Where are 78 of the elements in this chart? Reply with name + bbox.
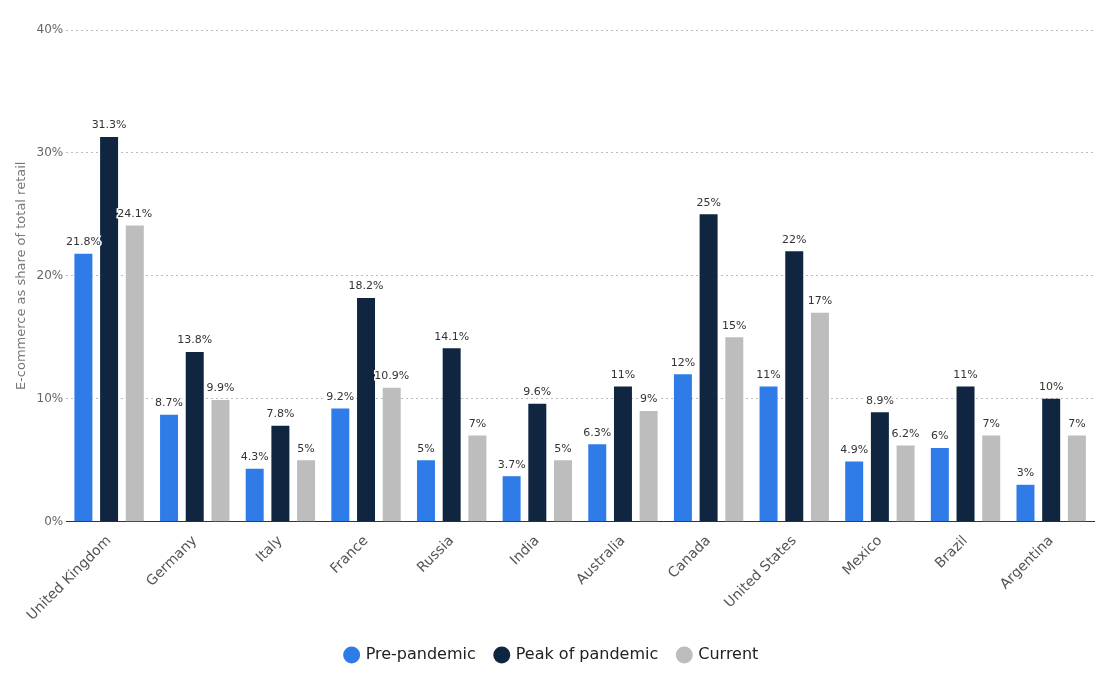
bar <box>588 444 607 522</box>
bar <box>271 425 290 522</box>
bar <box>639 411 658 522</box>
y-tick-label: 0% <box>44 513 64 528</box>
bar <box>870 412 889 522</box>
data-label: 7% <box>982 416 1000 430</box>
data-label: 7.8% <box>266 407 295 421</box>
bar <box>699 214 718 522</box>
bar <box>331 408 350 522</box>
bar <box>74 253 93 522</box>
bar <box>982 435 1001 522</box>
data-label: 4.9% <box>840 442 869 456</box>
bar <box>759 386 778 522</box>
bar <box>297 460 316 522</box>
bar <box>896 445 915 522</box>
bar <box>125 225 144 522</box>
data-label: 10% <box>1038 380 1064 394</box>
data-label: 9.2% <box>326 389 355 403</box>
y-tick-label: 30% <box>36 145 64 160</box>
data-label: 13.8% <box>177 333 213 347</box>
bar <box>502 476 521 522</box>
data-label: 17% <box>807 294 833 308</box>
legend-label: Current <box>698 644 759 664</box>
data-label: 5% <box>297 441 315 455</box>
bar <box>673 374 692 522</box>
y-axis-title: E-commerce as share of total retail <box>13 161 29 391</box>
data-label: 11% <box>953 367 978 381</box>
bar <box>1016 484 1035 522</box>
data-label: 15% <box>722 318 747 332</box>
data-label: 7% <box>468 416 487 430</box>
data-label: 8.9% <box>865 393 894 407</box>
bar <box>160 414 179 522</box>
data-label: 6.2% <box>891 426 920 440</box>
y-tick-label: 20% <box>36 267 64 282</box>
bar <box>416 460 435 522</box>
legend-label: Pre-pandemic <box>365 644 476 664</box>
data-label: 3.7% <box>497 457 526 471</box>
bar <box>357 297 376 522</box>
data-label: 24.1% <box>117 206 153 220</box>
data-label: 5% <box>554 441 572 455</box>
bar <box>442 348 461 522</box>
data-label: 25% <box>696 195 721 209</box>
y-tick-label: 10% <box>36 390 64 405</box>
data-label: 11% <box>756 367 781 381</box>
bar <box>1067 435 1086 522</box>
bar <box>930 447 949 522</box>
bar <box>810 312 829 522</box>
data-label: 31.3% <box>91 118 127 132</box>
bar <box>845 461 864 522</box>
legend-label: Peak of pandemic <box>515 644 659 664</box>
data-label: 7% <box>1068 416 1086 430</box>
bar <box>528 403 547 522</box>
data-label: 6.3% <box>583 425 612 439</box>
data-label: 9.9% <box>206 381 235 395</box>
bar <box>956 386 975 522</box>
data-label: 12% <box>670 355 696 369</box>
bar <box>100 136 119 522</box>
data-label: 14.1% <box>434 329 470 343</box>
bar <box>554 460 572 522</box>
bar <box>185 352 204 522</box>
data-label: 9% <box>639 392 658 406</box>
data-label: 22% <box>782 232 807 246</box>
bar <box>725 337 744 522</box>
bar <box>613 386 632 522</box>
data-label: 18.2% <box>348 279 384 293</box>
data-label: 3% <box>1016 466 1035 480</box>
data-label: 4.3% <box>240 450 269 464</box>
data-label: 6% <box>931 429 949 443</box>
bar <box>245 468 264 522</box>
data-label: 10.9% <box>374 369 410 383</box>
bar <box>785 251 804 522</box>
data-label: 8.7% <box>155 396 184 410</box>
data-label: 11% <box>610 367 636 381</box>
data-label: 9.6% <box>523 385 552 399</box>
y-tick-label: 40% <box>36 22 64 37</box>
bar <box>468 435 487 522</box>
data-label: 5% <box>417 441 435 455</box>
bar <box>1042 398 1061 522</box>
